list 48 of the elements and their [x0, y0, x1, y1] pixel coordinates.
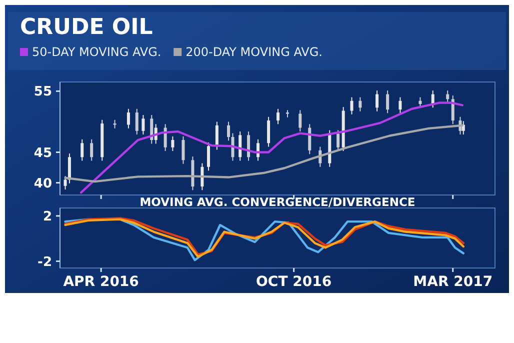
candlestick	[247, 131, 250, 161]
candlestick	[350, 97, 354, 114]
x-tick-label: MAR 2017	[413, 274, 493, 290]
y-tick-label: 40	[34, 176, 52, 192]
y-tick-label: 55	[34, 84, 52, 100]
candlestick	[191, 156, 194, 190]
candlestick	[171, 136, 174, 152]
x-tick-label: APR 2016	[63, 274, 139, 290]
candlestick	[227, 122, 230, 141]
candlestick	[286, 110, 290, 118]
chart-title: CRUDE OIL	[20, 15, 153, 40]
candlestick	[462, 121, 465, 135]
y-tick-label: -2	[38, 254, 52, 270]
candlestick	[238, 131, 242, 161]
line-series	[64, 124, 464, 183]
candlestick	[150, 114, 154, 144]
candlestick	[68, 153, 71, 184]
candlestick	[64, 176, 67, 190]
candlestick	[100, 120, 104, 161]
candlestick	[376, 90, 379, 112]
candlestick	[113, 120, 116, 128]
candlestick	[135, 108, 138, 135]
candlestick	[267, 116, 270, 147]
candlestick	[386, 90, 390, 114]
candlestick	[126, 108, 130, 128]
candlestick	[398, 97, 402, 114]
candlestick	[231, 133, 234, 161]
chart-title: MOVING AVG. CONVERGENCE/DIVERGENCE	[140, 195, 416, 209]
candlestick	[164, 124, 167, 152]
candlestick	[308, 124, 312, 154]
candlestick	[200, 163, 204, 190]
candlestick	[80, 139, 84, 161]
candlestick	[215, 122, 218, 150]
legend-label: 200-DAY MOVING AVG.	[186, 45, 322, 59]
candlestick	[358, 97, 362, 112]
legend-label: 50-DAY MOVING AVG.	[32, 45, 162, 59]
line-series	[80, 102, 464, 194]
candlestick	[182, 136, 185, 164]
y-tick-label: 2	[42, 209, 52, 224]
x-tick-label: OCT 2016	[256, 274, 332, 290]
candlestick	[90, 139, 94, 161]
y-tick-label: 45	[34, 146, 52, 161]
candlestick	[276, 108, 280, 124]
candlestick	[336, 130, 340, 152]
candlestick	[142, 114, 145, 135]
candlestick	[446, 90, 450, 103]
candlestick	[207, 142, 210, 171]
candlestick	[298, 110, 302, 132]
